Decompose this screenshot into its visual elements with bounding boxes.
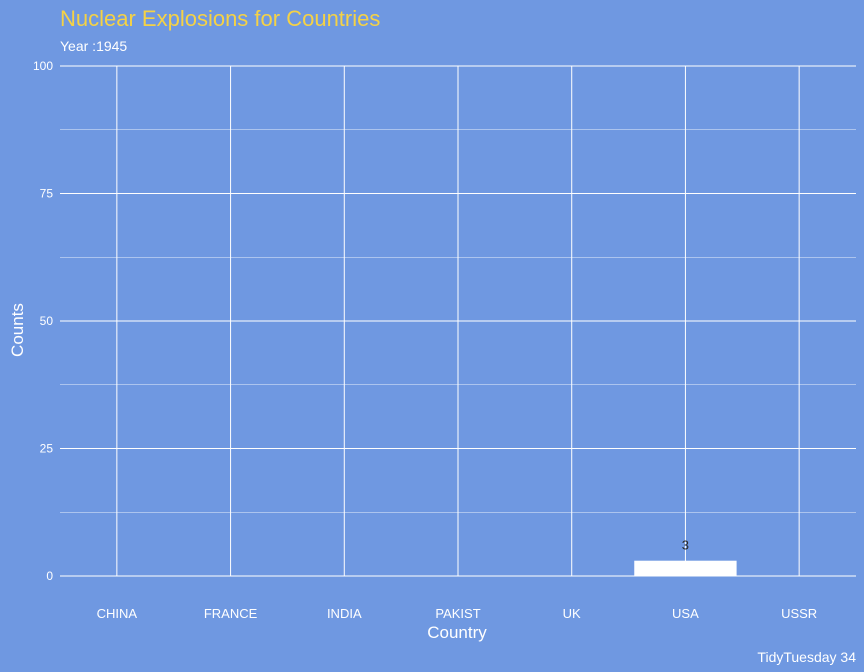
bar-usa [634,560,737,576]
chart-caption: TidyTuesday 34 [757,649,856,665]
x-tick-label: CHINA [97,606,138,621]
y-tick-label: 100 [33,59,53,73]
y-tick-labels: 0 25 50 75 100 [33,59,53,583]
x-tick-label: FRANCE [204,606,258,621]
x-tick-label: USA [672,606,699,621]
y-tick-label: 75 [40,187,54,201]
grid-lines [60,65,856,577]
y-tick-label: 0 [46,569,53,583]
bars [634,560,737,576]
data-label-usa: 3 [682,538,689,553]
x-tick-label: INDIA [327,606,362,621]
x-axis-title: Country [427,623,487,642]
y-tick-label: 50 [40,314,54,328]
x-tick-labels: CHINA FRANCE INDIA PAKIST UK USA USSR [97,606,818,621]
x-tick-label: UK [563,606,581,621]
chart-subtitle: Year :1945 [60,38,127,54]
data-labels: 3 [682,538,689,553]
chart-title: Nuclear Explosions for Countries [60,6,380,31]
y-axis-title: Counts [8,303,27,357]
y-tick-label: 25 [40,442,54,456]
x-tick-label: USSR [781,606,817,621]
x-tick-label: PAKIST [435,606,480,621]
